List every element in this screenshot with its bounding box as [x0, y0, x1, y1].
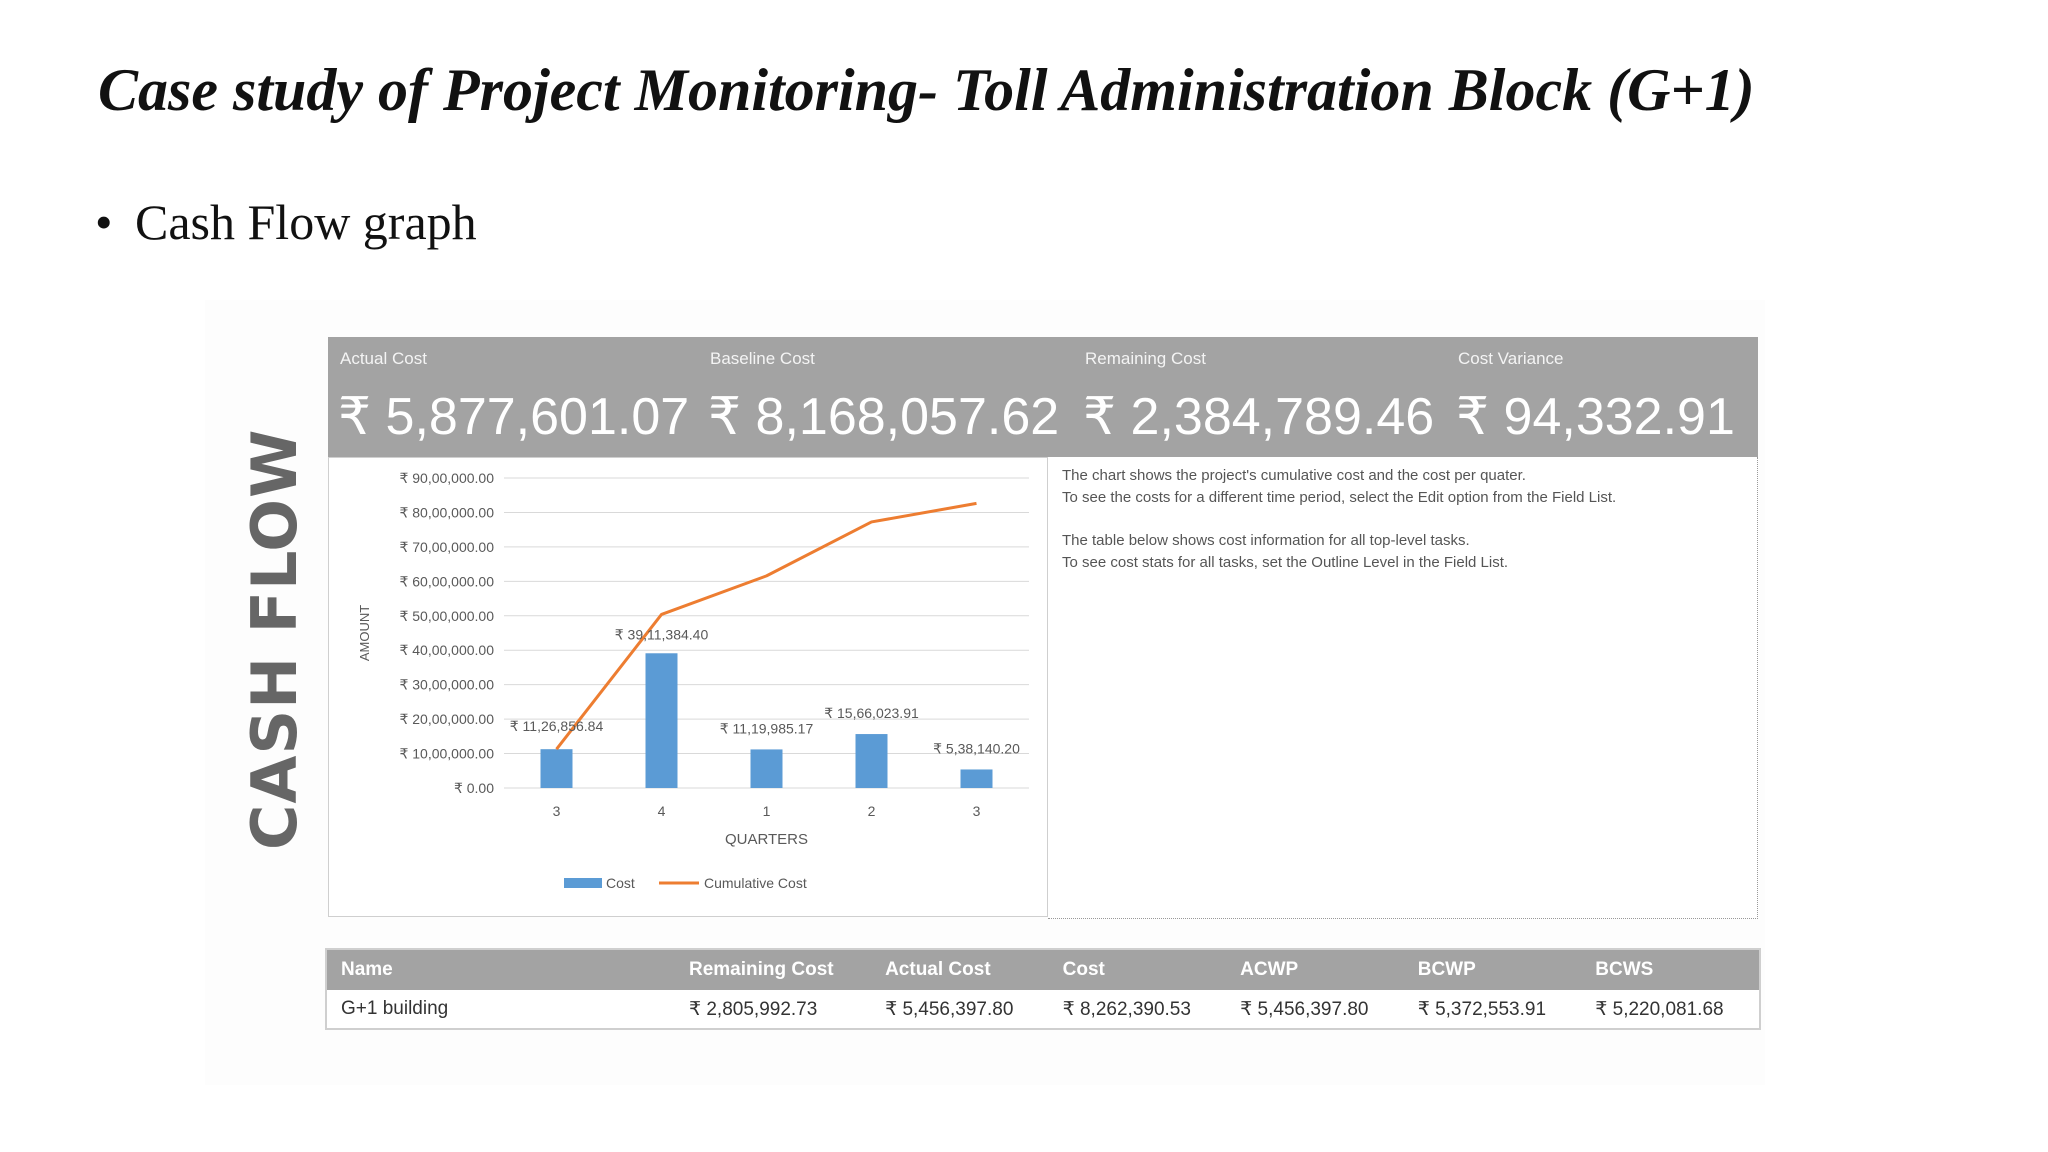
cost-table: Name Remaining Cost Actual Cost Cost ACW…	[325, 948, 1761, 1030]
column-header: Actual Cost	[871, 949, 1049, 990]
y-tick-label: ₹ 80,00,000.00	[399, 504, 494, 520]
x-tick-label: 4	[658, 803, 666, 819]
bullet-item: • Cash Flow graph	[95, 193, 477, 251]
kpi-label: Cost Variance	[1458, 349, 1564, 368]
cumulative-cost-line	[555, 501, 977, 751]
bar	[750, 749, 783, 788]
kpi-bar: Actual Cost ₹ 5,877,601.07 Baseline Cost…	[328, 337, 1758, 457]
kpi-value: ₹ 2,384,789.46	[1083, 388, 1435, 446]
info-line: The table below shows cost information f…	[1062, 532, 1470, 549]
table-cell: ₹ 8,262,390.53	[1048, 990, 1227, 1029]
legend-label-cumulative: Cumulative Cost	[704, 875, 807, 891]
x-tick-label: 2	[868, 803, 876, 819]
y-axis-title: AMOUNT	[357, 605, 372, 661]
cash-flow-chart: ₹ 0.00 ₹ 10,00,000.00 ₹ 20,00,000.00 ₹ 30,0…	[357, 470, 1029, 891]
bullet-text: Cash Flow graph	[135, 194, 477, 250]
info-line: The chart shows the project's cumulative…	[1062, 467, 1526, 484]
kpi-label: Baseline Cost	[710, 349, 815, 368]
info-line: To see the costs for a different time pe…	[1062, 489, 1617, 506]
column-header: Cost	[1048, 949, 1227, 990]
x-tick-label: 3	[973, 803, 981, 819]
bullet-icon: •	[95, 194, 113, 250]
bar	[960, 769, 993, 788]
legend-label-cost: Cost	[606, 875, 635, 891]
info-panel: The chart shows the project's cumulative…	[1048, 457, 1758, 919]
y-tick-label: ₹ 0.00	[454, 780, 494, 796]
data-label: ₹ 39,11,384.40	[615, 626, 709, 642]
column-header: Name	[326, 949, 675, 990]
table-header-row: Name Remaining Cost Actual Cost Cost ACW…	[326, 949, 1760, 990]
data-label: ₹ 11,19,985.17	[720, 720, 814, 736]
legend-swatch-cost	[564, 878, 602, 888]
side-title: CASH FLOW	[238, 428, 311, 850]
bar	[645, 653, 678, 788]
y-tick-label: ₹ 40,00,000.00	[399, 642, 494, 658]
kpi-label: Actual Cost	[340, 349, 427, 368]
table-cell: ₹ 5,456,397.80	[871, 990, 1049, 1029]
table-cell: ₹ 5,456,397.80	[1226, 990, 1404, 1029]
kpi-value: ₹ 94,332.91	[1456, 388, 1735, 446]
y-tick-label: ₹ 10,00,000.00	[399, 746, 494, 762]
slide-title: Case study of Project Monitoring- Toll A…	[98, 57, 1755, 123]
table-cell: ₹ 5,372,553.91	[1403, 990, 1582, 1029]
column-header: ACWP	[1226, 949, 1404, 990]
y-tick-label: ₹ 20,00,000.00	[399, 711, 494, 727]
table-cell: G+1 building	[326, 990, 675, 1029]
table-cell: ₹ 2,805,992.73	[675, 990, 872, 1029]
x-tick-label: 3	[553, 803, 561, 819]
y-tick-label: ₹ 30,00,000.00	[399, 677, 494, 693]
y-tick-label: ₹ 50,00,000.00	[399, 608, 494, 624]
kpi-value: ₹ 8,168,057.62	[708, 388, 1060, 446]
bar	[540, 749, 573, 788]
cash-flow-chart-panel: ₹ 0.00 ₹ 10,00,000.00 ₹ 20,00,000.00 ₹ 30,0…	[328, 457, 1048, 917]
column-header: BCWS	[1581, 949, 1760, 990]
info-line: To see cost stats for all tasks, set the…	[1062, 554, 1509, 571]
table-cell: ₹ 5,220,081.68	[1581, 990, 1760, 1029]
bar	[855, 734, 888, 788]
x-axis-title: QUARTERS	[725, 831, 808, 848]
data-label: ₹ 5,38,140.20	[933, 740, 1020, 756]
kpi-value: ₹ 5,877,601.07	[338, 388, 690, 446]
kpi-label: Remaining Cost	[1085, 349, 1206, 368]
x-tick-label: 1	[763, 803, 771, 819]
y-tick-label: ₹ 70,00,000.00	[399, 539, 494, 555]
data-label: ₹ 11,26,856.84	[510, 718, 604, 734]
table-row: G+1 building ₹ 2,805,992.73 ₹ 5,456,397.…	[326, 990, 1760, 1029]
column-header: BCWP	[1403, 949, 1582, 990]
y-tick-label: ₹ 90,00,000.00	[399, 470, 494, 486]
data-label: ₹ 15,66,023.91	[824, 705, 919, 721]
y-tick-label: ₹ 60,00,000.00	[399, 573, 494, 589]
column-header: Remaining Cost	[675, 949, 872, 990]
